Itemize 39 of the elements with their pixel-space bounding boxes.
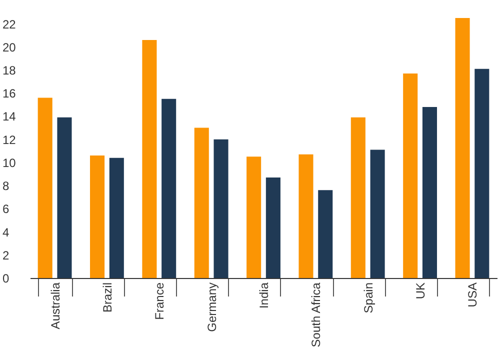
x-tick-label: India — [257, 282, 271, 309]
y-tick-label: 6 — [2, 202, 10, 216]
bar — [90, 156, 105, 278]
x-tick-label: France — [152, 282, 167, 320]
y-tick-label: 12 — [2, 132, 16, 147]
bar — [214, 139, 228, 278]
x-tick-label: Australia — [48, 282, 62, 330]
x-tick-label: USA — [466, 282, 480, 308]
x-tick-label: Spain — [361, 282, 376, 314]
bar — [38, 98, 52, 278]
y-tick-label: 0 — [2, 272, 10, 286]
x-tick-label: Brazil — [100, 282, 114, 313]
bar — [350, 117, 366, 278]
y-tick-label: 18 — [2, 64, 16, 78]
y-tick-label: 2 — [2, 248, 10, 262]
bar — [142, 40, 157, 278]
y-tick-label: 10 — [2, 156, 16, 170]
bar — [318, 190, 333, 278]
x-tick-label: Germany — [204, 282, 219, 332]
bar — [162, 98, 176, 278]
y-tick-label: 8 — [2, 179, 10, 194]
bar — [422, 106, 437, 278]
bar — [109, 158, 124, 278]
y-tick-label: 16 — [2, 86, 16, 101]
x-tick-label: South Africa — [309, 282, 324, 348]
bar — [403, 73, 418, 278]
bar — [298, 154, 314, 278]
y-tick-label: 22 — [2, 17, 16, 32]
y-tick-label: 14 — [2, 110, 16, 124]
bar — [266, 177, 280, 278]
y-tick-label: 20 — [2, 40, 16, 54]
bar — [370, 150, 385, 278]
bar — [455, 18, 470, 278]
y-tick-label: 4 — [2, 225, 10, 240]
x-tick-label: UK — [414, 282, 428, 300]
bar — [474, 68, 490, 278]
bar — [246, 156, 262, 278]
bar — [194, 128, 209, 278]
bar — [57, 117, 72, 278]
